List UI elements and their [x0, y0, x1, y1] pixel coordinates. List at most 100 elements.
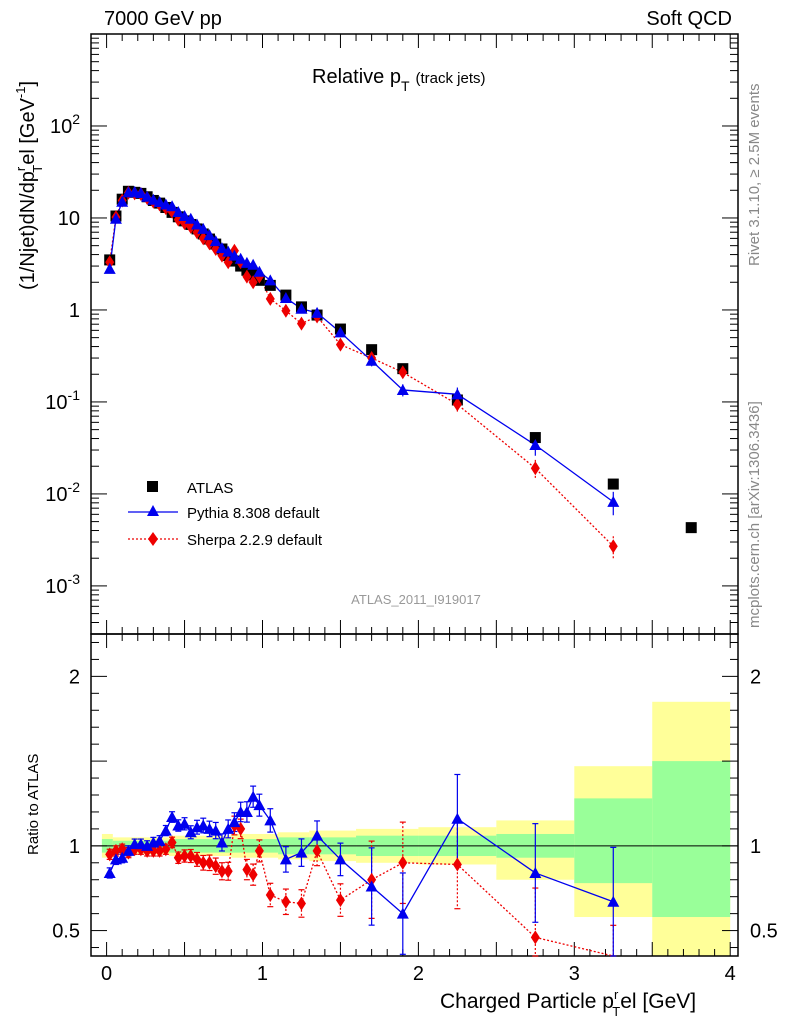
pythia-ratio-point: [279, 853, 292, 865]
pythia-point: [141, 190, 154, 202]
sherpa-ratio-point: [198, 855, 208, 870]
ratio-y-tick-label-right: 1: [750, 836, 761, 858]
sherpa-ratio-point: [452, 857, 462, 872]
atlas-point: [247, 269, 259, 281]
pythia-point: [253, 265, 266, 277]
pythia-ratio-point: [209, 824, 222, 836]
pythia-ratio-point: [122, 844, 135, 856]
pythia-ratio-point: [451, 812, 464, 824]
atlas-point: [228, 255, 240, 267]
analysis-watermark: ATLAS_2011_I919017: [351, 592, 481, 607]
chart-title: Relative pT (track jets): [312, 66, 486, 94]
sherpa-ratio-point: [173, 850, 183, 865]
pythia-point: [209, 235, 222, 247]
ratio-y-tick-label-right: 0.5: [750, 921, 778, 943]
sherpa-ratio-point: [335, 893, 345, 908]
y-tick-label: 10: [58, 208, 80, 230]
pythia-ratio-point: [240, 805, 253, 817]
pythia-ratio-point: [178, 817, 191, 829]
sherpa-ratio-point: [296, 896, 306, 911]
ratio-y-tick-label: 1: [69, 836, 80, 858]
x-tick-label: 4: [725, 963, 736, 985]
data-markers: [103, 185, 697, 945]
sherpa-ratio-point: [312, 843, 322, 858]
sherpa-main-line: [109, 192, 614, 547]
pythia-point: [247, 258, 260, 270]
pythia-main-line: [109, 191, 614, 503]
x-axis-label: Charged Particle pr Tel [GeV]: [440, 987, 696, 1019]
pythia-ratio-point: [153, 834, 166, 846]
pythia-point: [184, 212, 197, 224]
sherpa-point: [198, 231, 208, 246]
pythia-point: [147, 193, 160, 205]
band-inner: [652, 761, 731, 918]
pythia-point: [311, 306, 324, 318]
pythia-point: [109, 212, 122, 224]
atlas-point: [264, 279, 276, 291]
sherpa-ratio-point: [254, 843, 264, 858]
sherpa-point: [242, 269, 252, 284]
legend-sherpa-marker: [148, 532, 158, 546]
pythia-point: [197, 222, 210, 234]
legend-pythia-label: Pythia 8.308 default: [187, 505, 320, 522]
pythia-point: [264, 274, 277, 286]
legend-sherpa-label: Sherpa 2.2.9 default: [187, 532, 323, 549]
atlas-point: [607, 478, 619, 490]
pythia-ratio-point: [295, 846, 308, 858]
header-right: Soft QCD: [646, 8, 732, 30]
sherpa-ratio-point: [242, 862, 252, 877]
pythia-point: [103, 262, 116, 274]
x-tick-label: 2: [413, 963, 424, 985]
pythia-ratio-point: [166, 811, 179, 823]
sherpa-point: [105, 255, 115, 270]
pythia-point: [215, 242, 228, 254]
pythia-point: [153, 196, 166, 208]
x-tick-label: 3: [569, 963, 580, 985]
sherpa-ratio-point: [367, 872, 377, 887]
pythia-point: [334, 326, 347, 338]
sherpa-ratio-point: [281, 894, 291, 909]
pythia-ratio-point: [607, 895, 620, 907]
sherpa-point: [248, 275, 258, 290]
atlas-point: [366, 344, 378, 356]
pythia-ratio-point: [197, 819, 210, 831]
y-tick-label: 102: [50, 111, 80, 138]
ratio-y-tick-label-right: 2: [750, 666, 761, 688]
pythia-point: [365, 354, 378, 366]
sherpa-ratio-point: [530, 930, 540, 945]
ratio-axis-label: Ratio to ATLAS: [25, 754, 42, 855]
y-tick-label: 10-2: [45, 479, 80, 506]
x-tick-label: 1: [257, 963, 268, 985]
x-tick-label: 0: [101, 963, 112, 985]
pythia-point: [166, 200, 179, 212]
pythia-ratio-point: [264, 814, 277, 826]
ratio-y-tick-label: 2: [69, 666, 80, 688]
pythia-ratio-point: [247, 790, 260, 802]
sherpa-point: [608, 539, 618, 554]
pythia-ratio-point: [184, 826, 197, 838]
pythia-point: [529, 439, 542, 451]
sherpa-ratio-point: [248, 867, 258, 882]
legend-atlas-marker: [147, 481, 158, 492]
y-axis-label: (1/Njet)dN/dpr Tel [GeV-1]: [13, 81, 45, 290]
pythia-ratio-point: [396, 907, 409, 919]
y-tick-label: 10-1: [45, 387, 80, 414]
pythia-ratio-point: [159, 824, 172, 836]
sherpa-point: [265, 291, 275, 306]
pythia-ratio-point: [311, 829, 324, 841]
sherpa-ratio-point: [167, 835, 177, 850]
pythia-point: [178, 210, 191, 222]
pythia-point: [203, 229, 216, 241]
pythia-ratio-point: [141, 839, 154, 851]
pythia-point: [607, 495, 620, 507]
pythia-point: [134, 186, 147, 198]
pythia-ratio-point: [365, 880, 378, 892]
pythia-point: [228, 249, 241, 261]
pythia-point: [295, 302, 308, 314]
pythia-ratio-point: [103, 866, 116, 878]
pythia-ratio-point: [529, 866, 542, 878]
pythia-point: [396, 383, 409, 395]
sherpa-point: [452, 397, 462, 412]
sherpa-ratio-point: [211, 859, 221, 874]
